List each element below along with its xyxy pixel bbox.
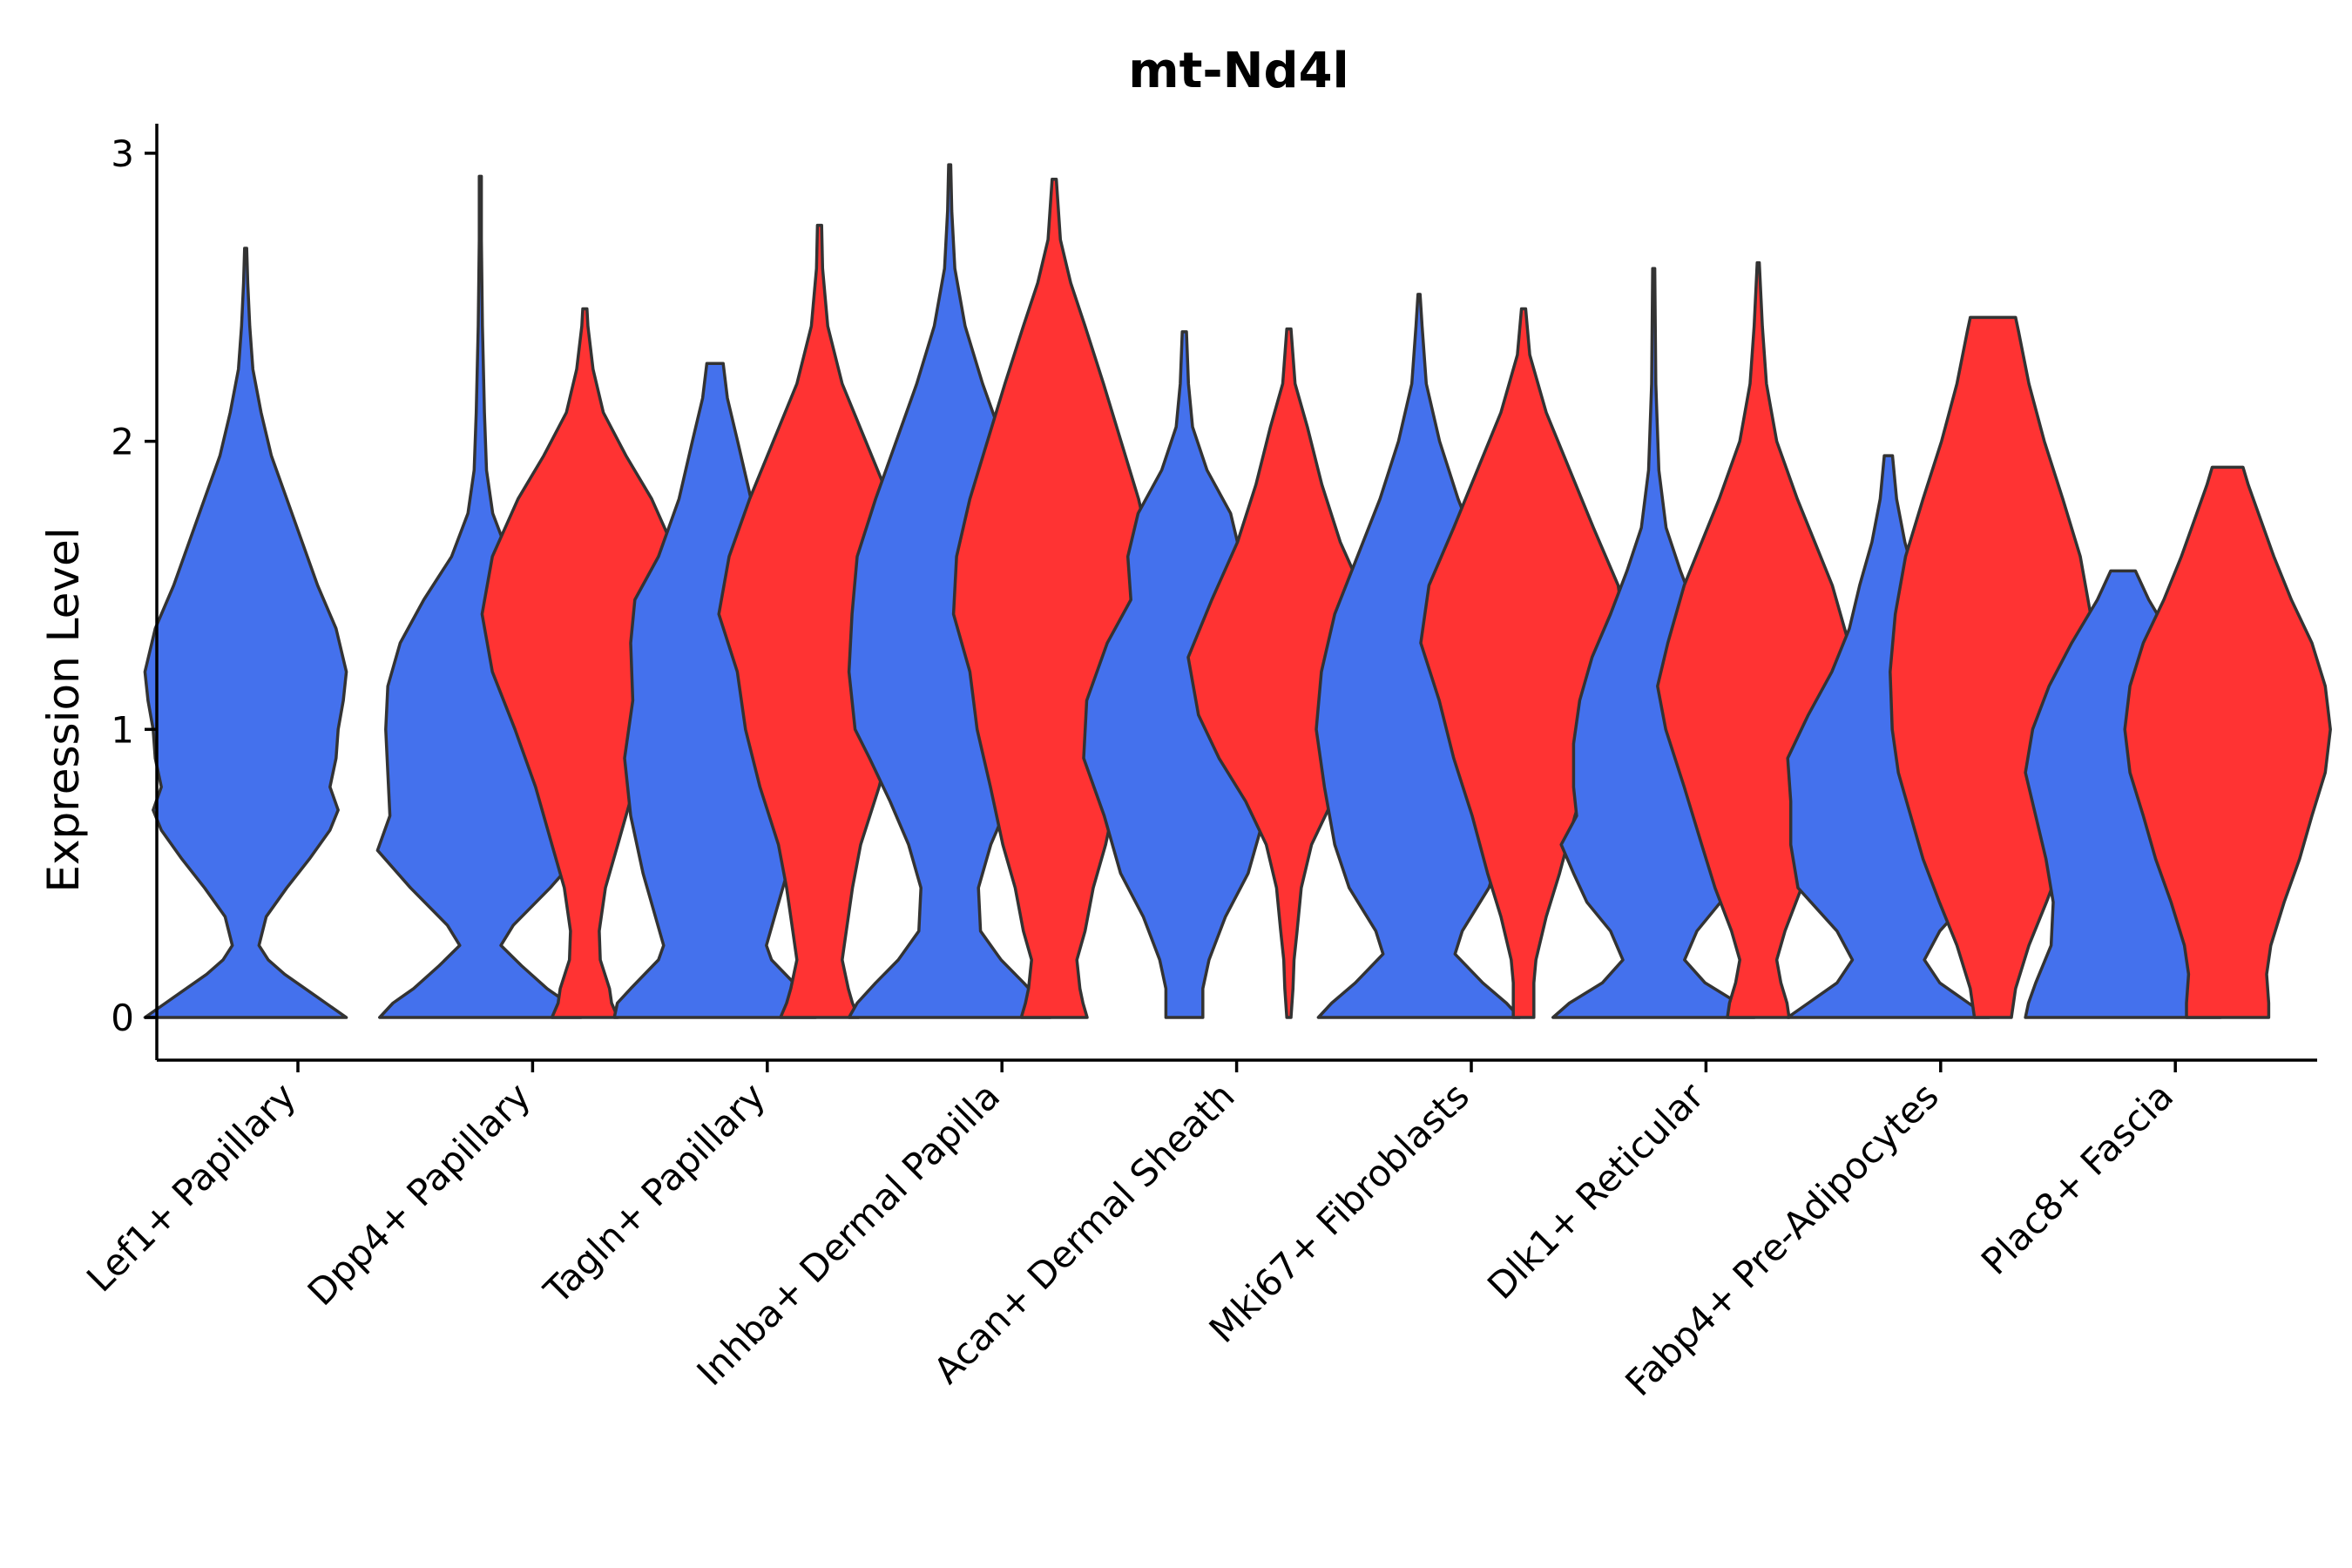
x-tick-label: Dlk1+ Reticular	[1479, 1074, 1713, 1308]
y-tick-label: 1	[111, 708, 134, 751]
violin-red-4	[951, 177, 1157, 1019]
y-tick-label: 3	[111, 132, 134, 175]
violin-red-5	[1186, 327, 1391, 1019]
y-tick-label: 0	[111, 997, 134, 1039]
x-tick-label: Dpp4+ Papillary	[300, 1074, 539, 1314]
x-tick-label: Lef1+ Papillary	[78, 1074, 304, 1300]
chart-title: mt-Nd4l	[1128, 43, 1348, 99]
violin-series	[143, 163, 2332, 1019]
x-tick-label: Plac8+ Fascia	[1973, 1074, 2181, 1282]
x-tick-label: Tagln+ Papillary	[535, 1074, 773, 1312]
violin-red-3	[717, 223, 923, 1019]
y-axis-label: Expression Level	[38, 527, 89, 892]
y-tick-label: 2	[111, 421, 134, 463]
violin-blue-3	[612, 362, 818, 1019]
x-tick-label: Mki67+ Fibroblasts	[1201, 1074, 1477, 1350]
violin-red-2	[480, 307, 690, 1019]
violin-red-9	[2123, 465, 2332, 1019]
violin-blue-1	[143, 247, 348, 1019]
